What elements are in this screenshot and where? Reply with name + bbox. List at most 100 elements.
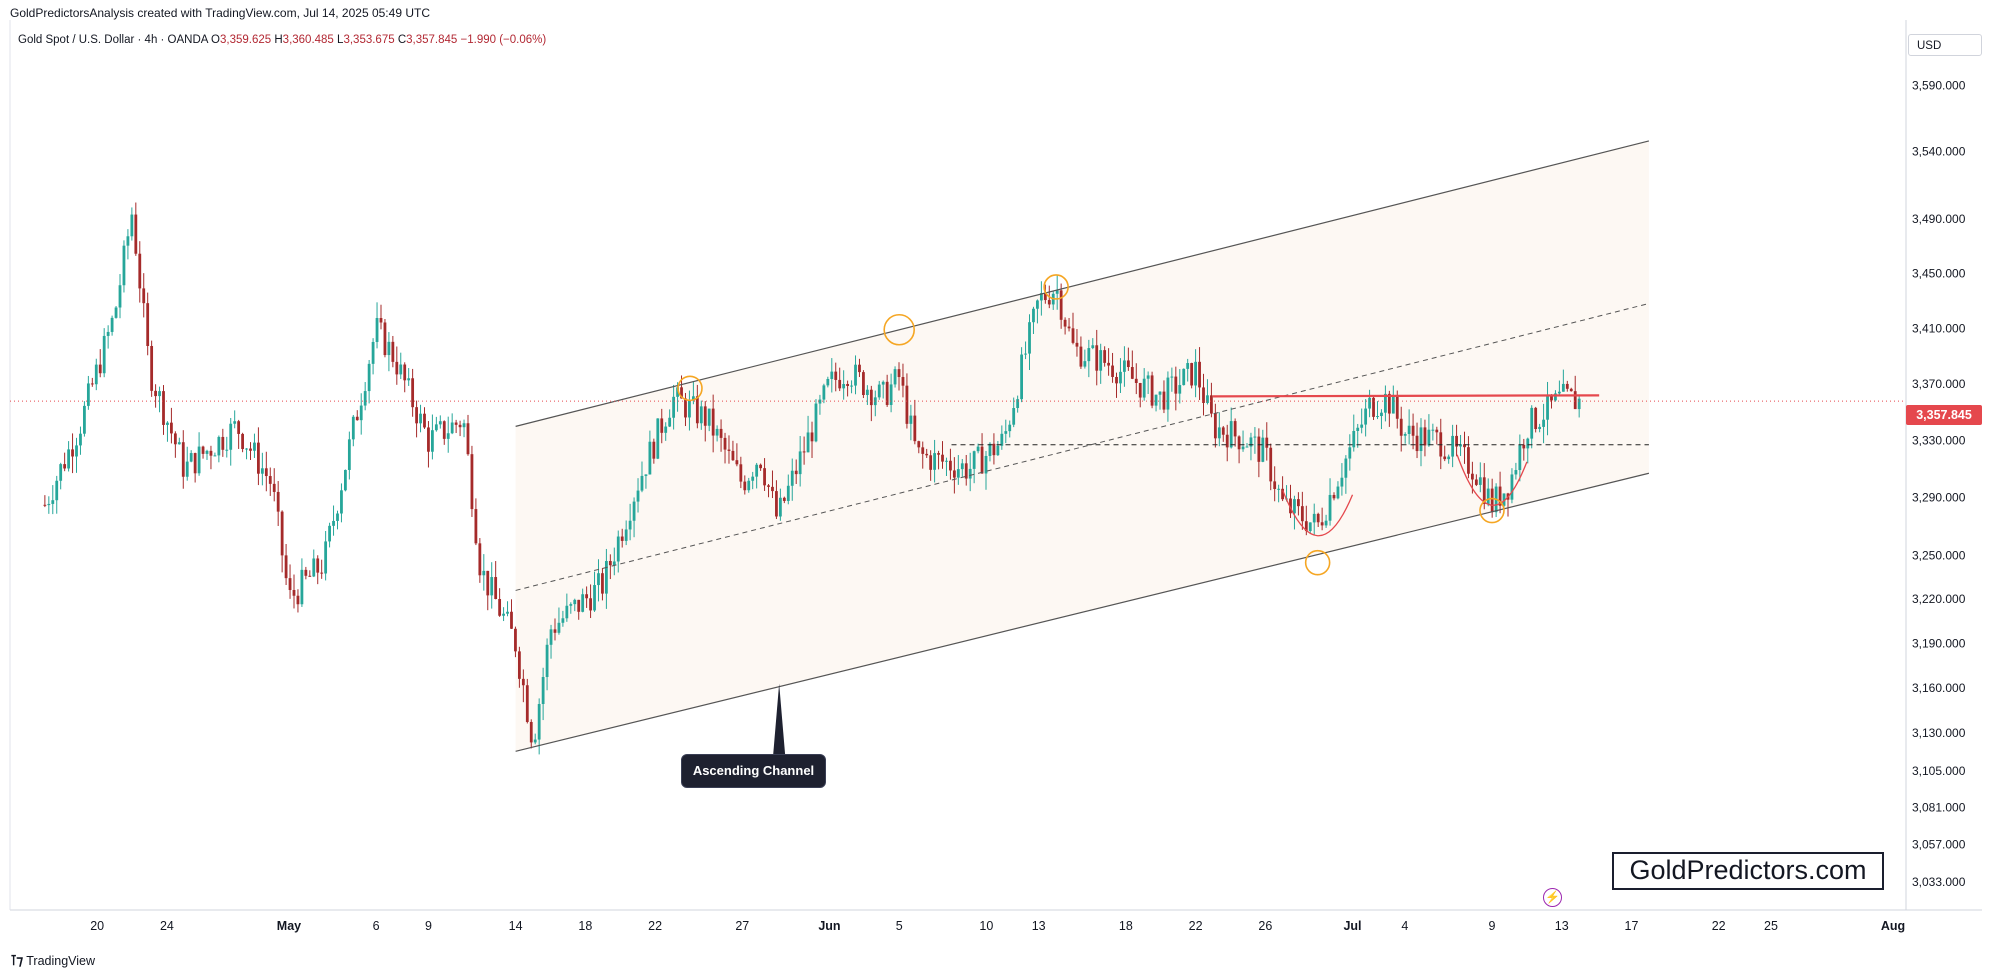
symbol-name[interactable]: Gold Spot / U.S. Dollar · 4h · OANDA	[18, 34, 208, 46]
candle-body	[1103, 350, 1107, 363]
candle-body	[1300, 506, 1304, 522]
price-tick-label: 3,250.000	[1912, 548, 1966, 562]
candle-body	[1043, 293, 1047, 301]
candle-body	[806, 432, 810, 453]
channel-mid-line	[515, 303, 1650, 591]
candle-body	[1206, 395, 1209, 403]
candle-body	[854, 364, 857, 386]
price-tick-label: 3,033.000	[1912, 875, 1966, 889]
candle-body	[122, 245, 126, 286]
candle-body	[1502, 493, 1506, 506]
candle-body	[1079, 346, 1083, 367]
candle-body	[699, 406, 703, 424]
watermark-logo: GoldPredictors.com	[1612, 852, 1884, 890]
candle-body	[67, 449, 70, 469]
candle-body	[1569, 388, 1573, 392]
candle-body	[1190, 363, 1194, 386]
candle-body	[292, 590, 296, 596]
candle-body	[1198, 361, 1201, 388]
candle-body	[1344, 458, 1348, 478]
candle-body	[1119, 371, 1122, 384]
tradingview-logo-icon: ⊺⁊	[10, 952, 23, 968]
candle-body	[691, 396, 695, 401]
candle-body	[1217, 427, 1221, 439]
time-tick-label: 9	[1489, 919, 1496, 933]
time-axis: 20 24 May 6 9 14 18 22 27 Jun 5 10 13 18 22 26 Jul 4 9 13 17…	[90, 919, 1905, 933]
candle-body	[1526, 438, 1530, 449]
time-tick-label: 6	[373, 919, 380, 933]
candle-body	[632, 501, 636, 521]
candle-body	[427, 427, 430, 452]
candle-series	[43, 202, 1581, 755]
time-tick-label: May	[277, 919, 301, 933]
close-label: C	[397, 34, 407, 46]
currency-button[interactable]: USD	[1908, 34, 1982, 56]
candle-body	[158, 391, 161, 397]
candle-body	[1577, 398, 1581, 410]
candle-body	[1478, 477, 1482, 485]
price-tick-label: 3,370.000	[1912, 377, 1966, 391]
candle-body	[830, 371, 834, 379]
candle-body	[1474, 479, 1478, 485]
candle-body	[921, 447, 925, 454]
candle-body	[407, 378, 411, 381]
time-tick-label: 26	[1258, 919, 1272, 933]
tradingview-brand[interactable]: ⊺⁊ TradingView	[10, 952, 95, 969]
candle-body	[1059, 290, 1063, 320]
candle-body	[1557, 391, 1561, 394]
candle-body	[798, 451, 802, 475]
candle-body	[510, 611, 513, 629]
candle-body	[656, 418, 660, 459]
candle-body	[166, 422, 169, 425]
candle-body	[775, 491, 778, 517]
candle-body	[964, 463, 968, 479]
candle-body	[715, 428, 719, 436]
candle-body	[529, 721, 533, 743]
swing-point-circle	[1479, 497, 1505, 524]
candle-body	[312, 558, 316, 577]
candle-body	[205, 450, 209, 454]
candle-body	[383, 322, 387, 356]
price-axis: 3,590.000 3,540.000 3,490.000 3,450.000 3,41…	[1912, 78, 1966, 889]
candle-body	[375, 318, 379, 342]
candle-body	[1514, 470, 1518, 475]
candle-body	[1213, 413, 1217, 439]
candle-body	[395, 361, 399, 375]
ascending-channel-callout[interactable]: Ascending Channel	[681, 754, 826, 788]
candle-body	[905, 385, 909, 424]
candle-body	[988, 443, 992, 456]
candle-body	[790, 470, 794, 486]
candle-body	[1032, 308, 1035, 323]
candle-body	[1573, 391, 1577, 410]
candle-body	[245, 448, 248, 450]
candle-body	[150, 345, 154, 391]
lightning-icon[interactable]: ⚡	[1543, 888, 1562, 907]
candle-body	[676, 387, 679, 397]
candle-body	[688, 400, 691, 418]
time-tick-label: Aug	[1881, 919, 1905, 933]
candle-body	[1146, 375, 1150, 379]
candle-body	[1130, 367, 1134, 379]
channel-lower-line	[515, 472, 1650, 752]
candle-body	[114, 307, 118, 318]
time-tick-label: 9	[425, 919, 432, 933]
candle-body	[1241, 446, 1245, 450]
candle-body	[1376, 416, 1379, 418]
candle-body	[652, 441, 656, 459]
candle-body	[391, 341, 395, 362]
price-tick-label: 3,160.000	[1912, 681, 1966, 695]
candle-body	[901, 377, 905, 386]
time-tick-label: 22	[1712, 919, 1726, 933]
candle-body	[1142, 378, 1146, 398]
candle-body	[478, 543, 482, 576]
price-tick-label: 3,081.000	[1912, 801, 1966, 815]
candle-body	[1265, 437, 1269, 448]
candle-body	[1115, 376, 1118, 384]
candle-body	[767, 485, 770, 487]
candle-body	[1087, 348, 1091, 362]
candle-body	[952, 470, 956, 478]
candle-body	[933, 453, 937, 470]
candle-body	[466, 423, 470, 455]
time-tick-label: 5	[896, 919, 903, 933]
